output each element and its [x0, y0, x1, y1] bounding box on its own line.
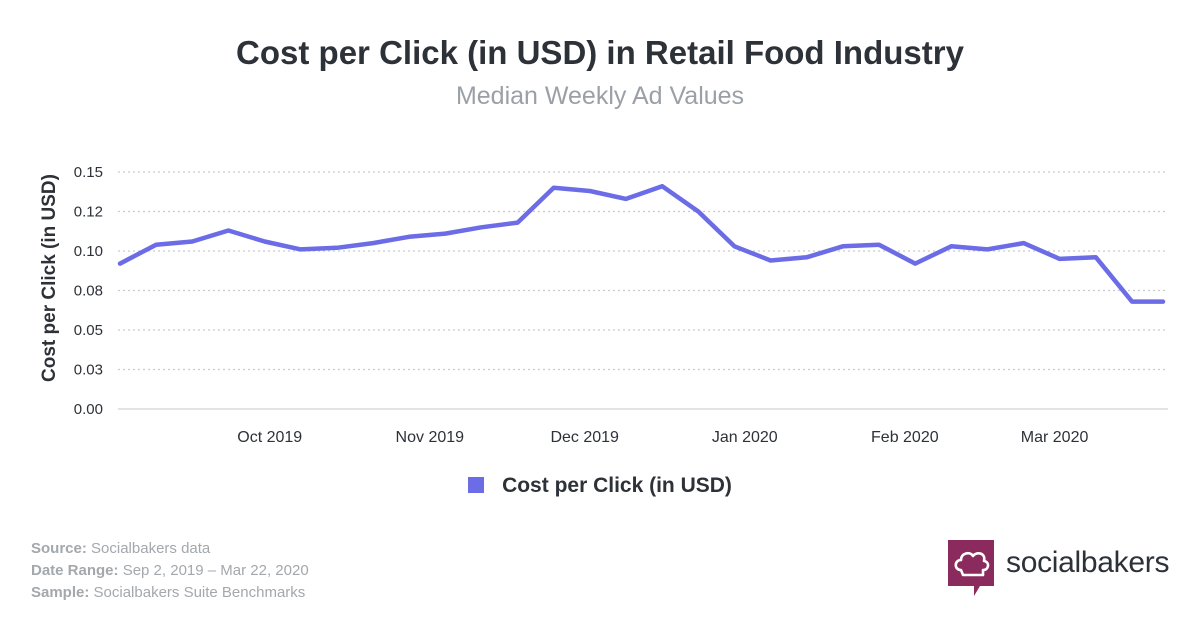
legend-swatch [468, 477, 485, 493]
legend[interactable]: Cost per Click (in USD) [0, 474, 1200, 498]
series-line-cost-per-click [117, 183, 1166, 304]
y-tick-label: 0.10 [74, 243, 103, 260]
y-tick-label: 0.12 [74, 204, 103, 221]
chart-subtitle: Median Weekly Ad Values [455, 82, 745, 110]
socialbakers-logo[interactable]: socialbakers [948, 540, 1178, 600]
x-tick-label: Mar 2020 [1021, 429, 1089, 446]
y-tick-label: 0.15 [74, 164, 103, 181]
y-tick-label: 0.03 [74, 362, 103, 379]
x-tick-label: Oct 2019 [237, 429, 302, 446]
footer: Source: Socialbakers data Date Range: Se… [31, 538, 309, 604]
x-tick-label: Dec 2019 [550, 429, 619, 446]
footer-sample: Sample: Socialbakers Suite Benchmarks [31, 584, 306, 601]
y-axis-ticks: 0.00 0.03 0.05 0.08 0.10 0.12 0.15 [74, 164, 103, 418]
x-axis-ticks: Oct 2019 Nov 2019 Dec 2019 Jan 2020 Feb 2020… [237, 429, 1088, 446]
y-tick-label: 0.00 [74, 401, 103, 418]
x-tick-label: Nov 2019 [396, 429, 465, 446]
footer-source: Source: Socialbakers data [31, 540, 211, 557]
brand-name: socialbakers [1006, 546, 1170, 579]
legend-label: Cost per Click (in USD) [502, 474, 732, 497]
x-tick-label: Feb 2020 [871, 429, 939, 446]
y-axis-label: Cost per Click (in USD) [39, 174, 60, 382]
series-layer [117, 183, 1166, 304]
y-tick-label: 0.08 [74, 283, 103, 300]
y-tick-label: 0.05 [74, 322, 103, 339]
footer-date-range: Date Range: Sep 2, 2019 – Mar 22, 2020 [31, 562, 309, 579]
grid-lines [118, 171, 1168, 410]
chef-hat-icon [948, 540, 994, 596]
x-tick-label: Jan 2020 [712, 429, 778, 446]
chart-title: Cost per Click (in USD) in Retail Food I… [236, 34, 964, 71]
